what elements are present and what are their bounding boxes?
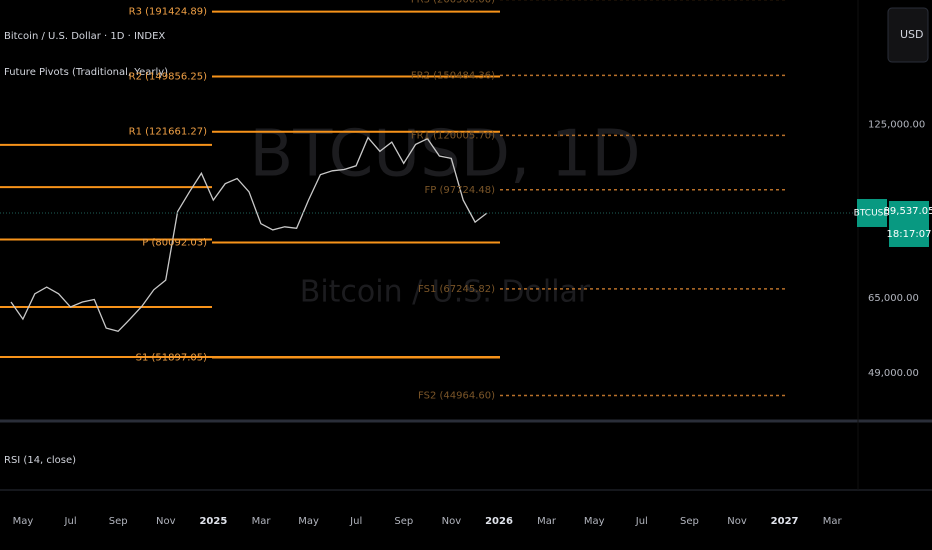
time-label: May (584, 516, 605, 527)
future-pivot-label: FR3 (200500.00) (411, 0, 495, 5)
time-label: 2026 (485, 516, 513, 527)
time-label: Jul (64, 516, 77, 527)
symbol-tag-label: BTCUSD (854, 208, 891, 218)
indicator-title: Future Pivots (Traditional, Yearly) (4, 67, 168, 78)
price-line (10, 136, 488, 333)
time-label: Mar (537, 516, 557, 527)
time-label: May (13, 516, 34, 527)
symbol-title: Bitcoin / U.S. Dollar · 1D · INDEX (4, 31, 165, 42)
currency-button[interactable] (887, 7, 929, 63)
time-label: Nov (156, 516, 176, 527)
watermark-title: BTCUSD, 1D (249, 118, 640, 192)
time-label: Mar (252, 516, 272, 527)
time-label: Jul (349, 516, 362, 527)
plot (0, 0, 858, 397)
time-label: 2025 (199, 516, 227, 527)
time-label: Sep (394, 516, 413, 527)
future-pivot-label: FR1 (120005.70) (411, 130, 495, 141)
symbol-tag (857, 198, 887, 227)
rsi-title: RSI (14, close) (4, 455, 76, 466)
future-pivot-label: FS2 (44964.60) (418, 391, 495, 402)
watermark-subtitle: Bitcoin / U.S. Dollar (300, 275, 591, 310)
price-tag-label: 89,537.05 (884, 206, 932, 217)
time-label: May (298, 516, 319, 527)
time-label: Sep (680, 516, 699, 527)
pivot-label: P (80092.03) (142, 238, 207, 249)
time-label: Mar (823, 516, 843, 527)
pivot-label: R1 (121661.27) (129, 127, 207, 138)
time-label: Sep (109, 516, 128, 527)
pivot-label: R2 (149856.25) (129, 71, 207, 82)
future-pivot-label: FR2 (150484.36) (411, 70, 495, 81)
pivot-label: S1 (51897.05) (136, 353, 208, 364)
future-pivot-label: FS1 (67245.82) (418, 284, 495, 295)
time-label: Jul (635, 516, 648, 527)
price-tick-label: 125,000.00 (868, 120, 925, 131)
currency-label[interactable]: USD (900, 28, 924, 41)
time-label: Nov (727, 516, 747, 527)
time-label: 2027 (771, 516, 799, 527)
price-tag (889, 200, 929, 247)
pivot-label: R3 (191424.89) (129, 7, 207, 18)
time-label: Nov (442, 516, 462, 527)
future-pivot-label: FP (97724.48) (425, 185, 496, 196)
price-tick-label: 65,000.00 (868, 293, 919, 304)
price-tick-label: 49,000.00 (868, 368, 919, 379)
countdown-label: 18:17:07 (887, 229, 932, 240)
